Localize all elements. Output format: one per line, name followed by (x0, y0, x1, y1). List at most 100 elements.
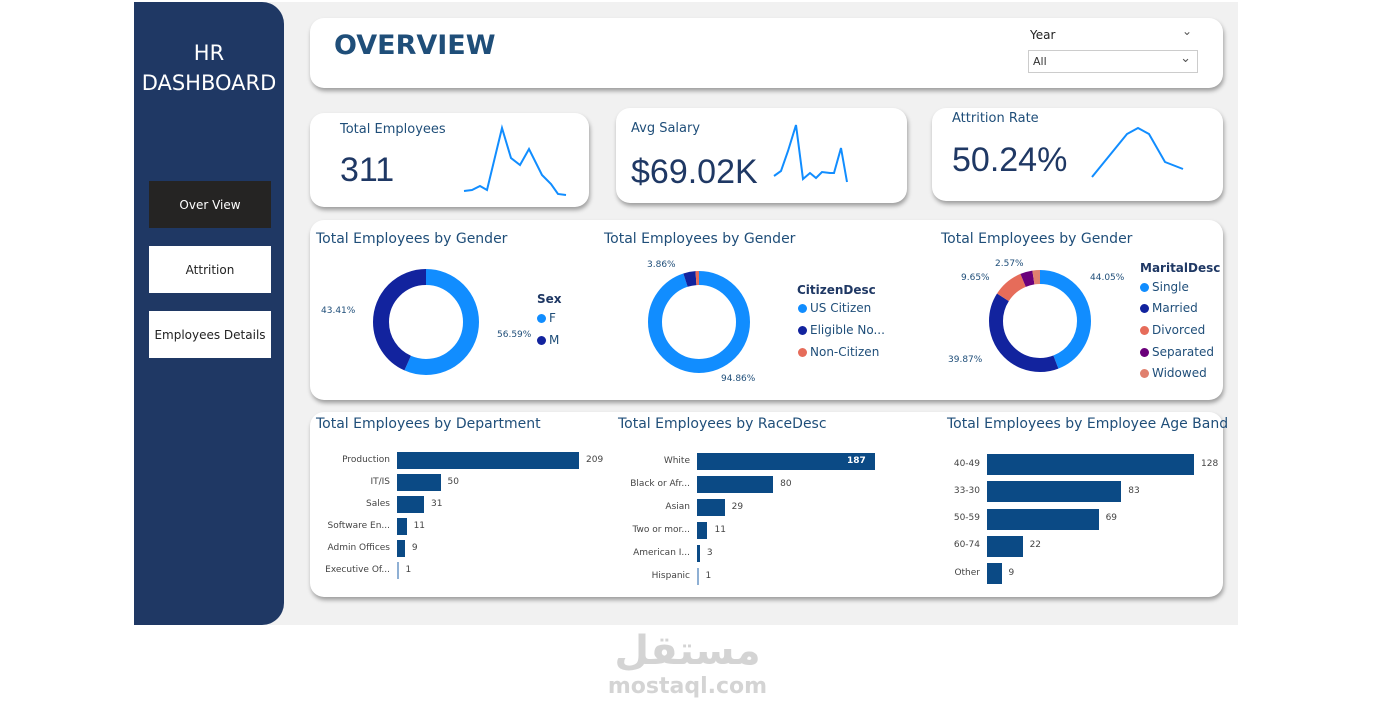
year-filter-label: Year (1030, 28, 1056, 42)
bar[interactable] (697, 476, 774, 493)
watermark-logo: مستقل mostaql.com (607, 628, 768, 699)
legend-title: CitizenDesc (797, 283, 876, 297)
bar-value-label: 187 (847, 455, 866, 466)
bar-category-label: Black or Afr... (630, 478, 690, 489)
bar-value-label: 1 (405, 564, 412, 575)
bar[interactable] (397, 540, 405, 557)
bar-value-label: 80 (780, 478, 792, 489)
bar[interactable] (987, 481, 1122, 503)
bar-category-label: Two or mor... (632, 524, 690, 535)
chevron-down-icon[interactable]: ⌄ (1182, 24, 1193, 38)
data-label: 2.57% (995, 259, 1024, 269)
kpi-label: Attrition Rate (952, 111, 1039, 126)
bar[interactable] (397, 452, 579, 469)
bar-value-label: 3 (706, 547, 713, 558)
legend-item-f[interactable]: F (537, 311, 556, 325)
sparkline (1091, 126, 1184, 178)
nav-employees-details[interactable]: Employees Details (149, 311, 271, 358)
legend-item[interactable]: Single (1140, 280, 1189, 294)
nav-attrition[interactable]: Attrition (149, 246, 271, 293)
donut-slice-m[interactable] (373, 269, 479, 375)
legend-item[interactable]: Widowed (1140, 366, 1207, 380)
bar[interactable] (697, 568, 699, 585)
bar[interactable] (397, 562, 399, 579)
bar-category-label: IT/IS (370, 476, 390, 487)
bar-value-label: 29 (731, 501, 744, 512)
legend-item-m[interactable]: M (537, 333, 559, 347)
legend-item[interactable]: Eligible No... (798, 323, 885, 337)
donut-slice-widowed[interactable] (989, 270, 1091, 372)
bar-value-label: 83 (1128, 485, 1140, 496)
legend-item[interactable]: Separated (1140, 345, 1214, 359)
bar[interactable] (397, 474, 441, 491)
gender-donut[interactable] (372, 268, 480, 376)
bar-category-label: 33-30 (953, 485, 980, 496)
legend-item[interactable]: US Citizen (798, 301, 871, 315)
bar-value-label: 1 (705, 570, 712, 581)
bar-category-label: American I... (633, 547, 690, 558)
legend-item[interactable]: Non-Citizen (798, 345, 879, 359)
data-label: 56.59% (497, 330, 532, 340)
bar-value-label: 9 (1008, 567, 1015, 578)
brand-line1: HR (193, 41, 225, 65)
legend-dot (537, 314, 546, 323)
bar-category-label: Executive Of... (325, 564, 390, 575)
data-label: 94.86% (721, 374, 756, 384)
legend-label: Married (1152, 301, 1198, 315)
legend-label: Single (1152, 280, 1189, 294)
chart-title: Total Employees by Gender (604, 231, 796, 247)
page-title: OVERVIEW (334, 30, 496, 61)
bar-category-label: Production (342, 454, 390, 465)
marital-donut[interactable] (988, 269, 1092, 373)
bar[interactable] (697, 522, 708, 539)
bar[interactable] (987, 563, 1002, 585)
sparkline (463, 124, 567, 196)
donut-slice-married[interactable] (989, 270, 1091, 372)
year-dropdown-value: All (1033, 55, 1047, 68)
donut-slice-us-citizen[interactable] (648, 271, 750, 373)
kpi-value: $69.02K (631, 153, 758, 191)
bar[interactable] (397, 518, 407, 535)
bar[interactable] (397, 496, 424, 513)
bar[interactable] (987, 508, 1099, 530)
legend-label: M (549, 333, 560, 347)
legend-dot (798, 304, 807, 313)
kpi-attrition-rate: Attrition Rate 50.24% (932, 108, 1223, 201)
chart-title: Total Employees by Gender (316, 231, 508, 247)
legend-dot (1140, 348, 1149, 357)
bar-panel (310, 412, 1223, 597)
legend-title: Sex (537, 292, 562, 306)
brand-line2: DASHBOARD (141, 71, 277, 95)
legend-item[interactable]: Married (1140, 301, 1198, 315)
legend-dot (1140, 369, 1149, 378)
chart-title: Total Employees by Department (316, 416, 541, 432)
bar-category-label: Asian (665, 501, 690, 512)
donut-slice-non-citizen[interactable] (648, 271, 750, 373)
bar-category-label: Hispanic (651, 570, 690, 581)
kpi-label: Total Employees (340, 122, 446, 137)
bar-value-label: 11 (413, 520, 426, 531)
bar[interactable] (987, 535, 1023, 557)
sparkline (773, 124, 848, 183)
bar-value-label: 50 (447, 476, 459, 487)
year-dropdown[interactable]: All ⌄ (1028, 50, 1198, 73)
legend-title: MaritalDesc (1140, 261, 1221, 275)
nav-overview[interactable]: Over View (149, 181, 271, 228)
bar[interactable] (697, 545, 700, 562)
legend-item[interactable]: Divorced (1140, 323, 1205, 337)
header-card: OVERVIEW Year ⌄ All ⌄ (310, 18, 1223, 88)
kpi-value: 50.24% (952, 141, 1068, 179)
bar[interactable] (697, 453, 875, 470)
bar-value-label: 69 (1105, 513, 1118, 524)
kpi-total-employees: Total Employees 311 (310, 113, 589, 207)
legend-dot (537, 336, 546, 345)
legend-dot (1140, 326, 1149, 335)
bar-value-label: 128 (1201, 458, 1219, 469)
citizen-donut[interactable] (647, 270, 751, 374)
bar-value-label: 11 (714, 524, 726, 535)
bar[interactable] (987, 454, 1194, 475)
bar[interactable] (697, 499, 725, 516)
legend-label: US Citizen (810, 301, 872, 315)
legend-dot (1140, 304, 1149, 313)
legend-label: F (549, 311, 556, 325)
